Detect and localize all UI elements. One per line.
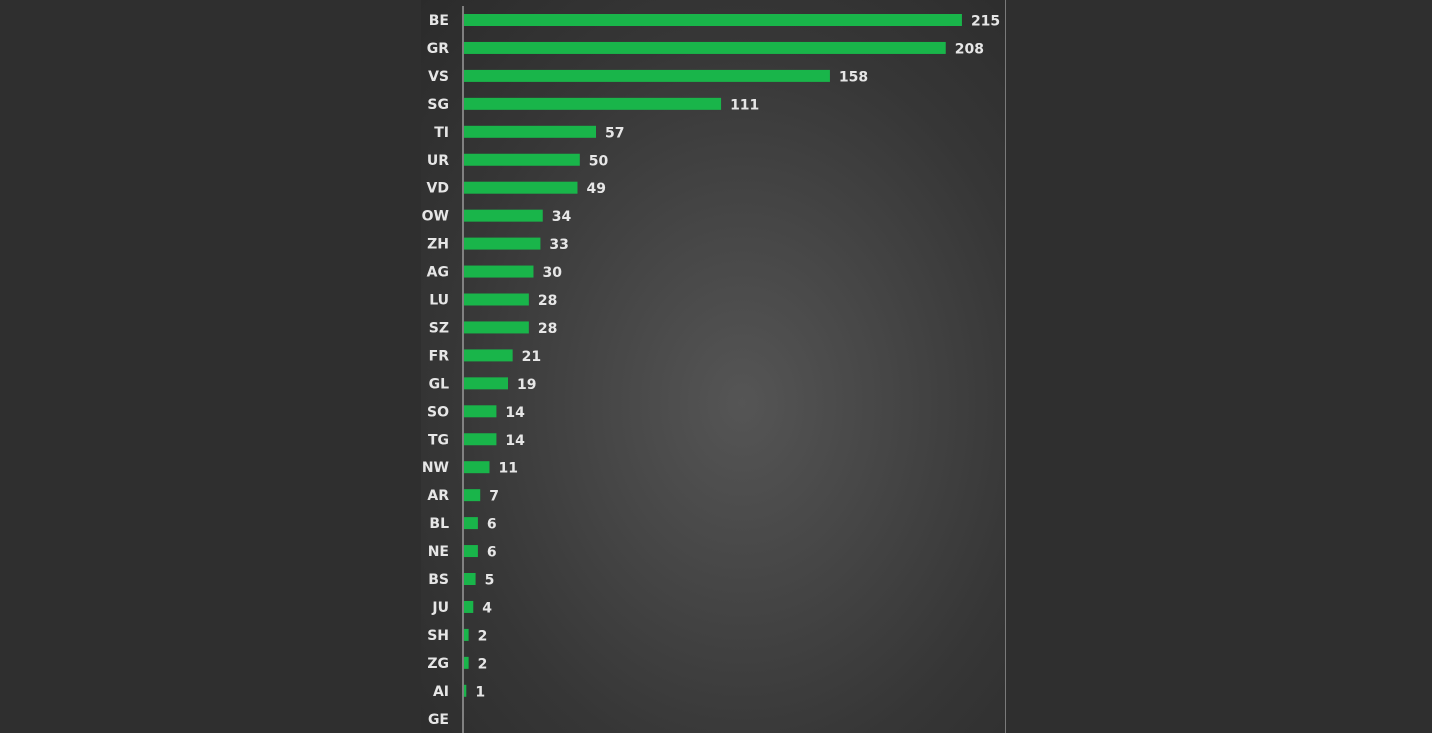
category-label-tg: TG bbox=[428, 432, 449, 448]
value-label-gl: 19 bbox=[517, 377, 536, 393]
bar-tg bbox=[464, 433, 497, 446]
category-label-ne: NE bbox=[428, 544, 449, 560]
bar-ti bbox=[464, 125, 597, 138]
category-label-sg: SG bbox=[427, 97, 449, 113]
category-label-ar: AR bbox=[427, 488, 449, 504]
category-label-ur: UR bbox=[427, 153, 449, 169]
bar-vd bbox=[464, 181, 578, 194]
category-label-be: BE bbox=[429, 13, 449, 29]
bar-fr bbox=[464, 349, 513, 362]
category-label-sz: SZ bbox=[429, 320, 449, 336]
value-label-so: 14 bbox=[505, 405, 525, 421]
value-label-nw: 11 bbox=[498, 461, 517, 477]
value-label-ju: 4 bbox=[482, 600, 492, 616]
bar-ow bbox=[464, 209, 543, 222]
category-label-lu: LU bbox=[429, 293, 449, 309]
category-label-vd: VD bbox=[427, 181, 449, 197]
bar-sh bbox=[464, 628, 469, 641]
category-label-bs: BS bbox=[428, 572, 449, 588]
bar-ne bbox=[464, 545, 478, 558]
value-label-zh: 33 bbox=[549, 237, 568, 253]
bar-ur bbox=[464, 153, 580, 166]
category-label-vs: VS bbox=[428, 69, 449, 85]
bar-zh bbox=[464, 237, 541, 250]
bar-lu bbox=[464, 293, 529, 306]
bar-gr bbox=[464, 41, 946, 54]
category-label-ti: TI bbox=[434, 125, 449, 141]
category-label-ai: AI bbox=[433, 684, 449, 700]
category-label-so: SO bbox=[427, 404, 449, 420]
category-label-zh: ZH bbox=[427, 237, 449, 253]
value-label-ow: 34 bbox=[552, 209, 572, 225]
category-label-zg: ZG bbox=[427, 656, 449, 672]
value-label-ag: 30 bbox=[542, 265, 562, 281]
value-label-be: 215 bbox=[971, 14, 1000, 30]
bar-ag bbox=[464, 265, 534, 278]
bar-so bbox=[464, 405, 497, 418]
category-label-fr: FR bbox=[429, 348, 450, 364]
value-labels: 2152081581115750493433302828211914141176… bbox=[475, 14, 1000, 701]
bar-chart: BE GR VS SG TI UR VD OW ZH AG LU SZ FR GL SO TG NW AR BL NE… bbox=[422, 6, 1000, 733]
category-labels: BE GR VS SG TI UR VD OW ZH AG LU SZ FR GL SO TG NW AR BL NE… bbox=[422, 13, 450, 728]
value-label-gr: 208 bbox=[955, 41, 984, 57]
chart-panel: BE GR VS SG TI UR VD OW ZH AG LU SZ FR GL SO TG NW AR BL NE… bbox=[421, 0, 1006, 733]
value-label-vs: 158 bbox=[839, 69, 868, 85]
value-label-ur: 50 bbox=[589, 153, 609, 169]
value-label-sh: 2 bbox=[478, 628, 488, 644]
category-label-gl: GL bbox=[429, 376, 449, 392]
category-label-sh: SH bbox=[427, 628, 449, 644]
bar-ju bbox=[464, 600, 474, 613]
category-label-nw: NW bbox=[422, 460, 449, 476]
category-label-ge: GE bbox=[428, 712, 449, 728]
category-label-ow: OW bbox=[422, 209, 449, 225]
bar-be bbox=[464, 14, 962, 26]
bar-vs bbox=[464, 69, 830, 82]
bar-ai bbox=[464, 684, 467, 697]
value-label-fr: 21 bbox=[522, 349, 541, 365]
value-label-zg: 2 bbox=[478, 656, 488, 672]
value-label-lu: 28 bbox=[538, 293, 557, 309]
category-label-ju: JU bbox=[431, 600, 449, 616]
value-label-bl: 6 bbox=[487, 517, 497, 533]
category-label-bl: BL bbox=[429, 516, 449, 532]
value-label-ai: 1 bbox=[475, 684, 485, 700]
bars-layer bbox=[464, 14, 962, 697]
category-label-ag: AG bbox=[427, 265, 449, 281]
category-label-gr: GR bbox=[427, 41, 449, 57]
bar-bl bbox=[464, 517, 478, 530]
value-label-sz: 28 bbox=[538, 321, 557, 337]
value-label-vd: 49 bbox=[586, 181, 605, 197]
value-label-ti: 57 bbox=[605, 125, 624, 141]
value-label-ne: 6 bbox=[487, 545, 497, 561]
bar-nw bbox=[464, 461, 490, 474]
value-label-sg: 111 bbox=[730, 97, 759, 113]
bar-ar bbox=[464, 489, 481, 502]
bar-sz bbox=[464, 321, 529, 334]
bar-bs bbox=[464, 573, 476, 585]
bar-gl bbox=[464, 377, 509, 390]
value-label-bs: 5 bbox=[485, 573, 495, 589]
value-label-ar: 7 bbox=[489, 489, 499, 505]
bar-sg bbox=[464, 97, 722, 110]
bar-zg bbox=[464, 656, 469, 669]
value-label-tg: 14 bbox=[505, 433, 525, 449]
